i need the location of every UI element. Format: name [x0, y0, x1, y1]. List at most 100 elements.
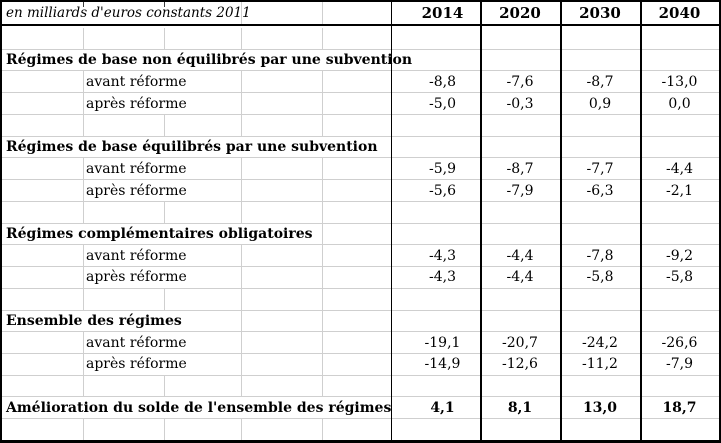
row-label-cell: après réforme: [2, 267, 391, 288]
value-cell: -11,2: [582, 356, 618, 373]
value-cell: -8,7: [506, 160, 534, 177]
column-header-2040: 2040: [658, 4, 701, 22]
unit-label: en milliards d'euros constants 2011: [6, 5, 251, 21]
value-cell: -4,4: [506, 269, 534, 286]
value-cell: [640, 224, 719, 245]
table-row: [2, 287, 719, 310]
gridline-stub: [322, 375, 323, 397]
value-cell: [480, 115, 560, 136]
gridline-stub: [83, 375, 84, 397]
value-cell: -5,8: [586, 269, 614, 286]
value-cell: -20,7: [502, 334, 538, 351]
gridline-stub: [322, 158, 323, 180]
value-cell: [480, 50, 560, 71]
row-label-cell: avant réforme: [2, 71, 391, 93]
row-label: après réforme: [86, 356, 187, 373]
table-row: [2, 374, 719, 397]
table-row: après réforme -14,9 -12,6 -11,2 -7,9: [2, 353, 719, 375]
value-cell: [640, 202, 719, 223]
gridline-stub: [83, 288, 84, 310]
value-cell: 13,0: [582, 399, 618, 416]
gridline-stub: [164, 2, 165, 7]
gridline-stub: [241, 114, 242, 136]
value-cell: -24,2: [582, 334, 618, 351]
gridline-stub: [241, 310, 242, 332]
table-row: avant réforme -8,8 -7,6 -8,7 -13,0: [2, 70, 719, 93]
value-cell: [640, 137, 719, 158]
value-cell: -26,6: [661, 334, 698, 351]
value-cell: -7,7: [586, 160, 614, 177]
value-cell: 8,1: [507, 399, 533, 416]
row-label-cell: [2, 201, 391, 223]
gridline-stub: [241, 28, 242, 49]
value-cell: [391, 311, 480, 332]
gridline-stub: [241, 288, 242, 310]
gridline-stub: [322, 223, 323, 245]
value-cell: [640, 376, 719, 397]
table-row: [2, 418, 719, 440]
value-cell: -9,2: [666, 247, 693, 264]
value-cell: [560, 137, 640, 158]
table-row: Régimes complémentaires obligatoires: [2, 222, 719, 245]
gridline-stub: [83, 245, 84, 267]
gridline-stub: [322, 28, 323, 49]
value-cell: [560, 50, 640, 71]
value-cell: -4,4: [666, 160, 693, 177]
gridline-stub: [322, 93, 323, 114]
row-label-cell: [2, 375, 391, 397]
gridline-stub: [83, 267, 84, 288]
row-label-cell: avant réforme: [2, 158, 391, 180]
gridline-stub: [322, 245, 323, 267]
gridline-stub: [241, 332, 242, 354]
table-row: après réforme -4,3 -4,4 -5,8 -5,8: [2, 266, 719, 288]
value-cell: -5,9: [429, 160, 456, 177]
gridline-stub: [322, 2, 323, 24]
row-label-cell: [2, 288, 391, 310]
gridline-stub: [322, 201, 323, 223]
value-cell: -6,3: [586, 182, 614, 199]
row-label-cell: [2, 419, 391, 440]
value-cell: [640, 28, 719, 49]
row-label-cell: avant réforme: [2, 245, 391, 267]
value-cell: [391, 28, 480, 49]
value-cell: [480, 419, 560, 440]
gridline-stub: [241, 180, 242, 201]
gridline-stub: [164, 114, 165, 136]
value-cell: [480, 202, 560, 223]
value-cell: [640, 311, 719, 332]
section-title: Régimes de base équilibrés par une subve…: [6, 139, 378, 156]
gridline-stub: [83, 419, 84, 440]
value-cell: -4,4: [506, 247, 534, 264]
value-cell: [560, 115, 640, 136]
section-title: Régimes complémentaires obligatoires: [6, 225, 313, 242]
row-label: avant réforme: [86, 247, 187, 264]
gridline-stub: [241, 375, 242, 397]
row-label-cell: après réforme: [2, 180, 391, 201]
gridline-stub: [241, 71, 242, 93]
value-cell: [560, 376, 640, 397]
value-cell: -14,9: [424, 356, 461, 373]
table-row: Amélioration du solde de l'ensemble des …: [2, 396, 719, 418]
gridline-stub: [241, 245, 242, 267]
gridline-stub: [164, 28, 165, 49]
gridline-stub: [83, 93, 84, 114]
value-cell: 4,1: [430, 399, 455, 416]
value-cell: -0,3: [506, 95, 534, 112]
table-row: [2, 200, 719, 223]
gridline-stub: [241, 158, 242, 180]
row-label-cell: Régimes complémentaires obligatoires: [2, 223, 391, 245]
row-label: avant réforme: [86, 334, 187, 351]
gridline-stub: [241, 201, 242, 223]
gridline-stub: [322, 114, 323, 136]
value-cell: -7,9: [506, 182, 534, 199]
value-cell: -19,1: [424, 334, 461, 351]
value-cell: [391, 376, 480, 397]
table-row: Régimes de base équilibrés par une subve…: [2, 135, 719, 158]
table-header-label-cell: en milliards d'euros constants 2011: [2, 2, 391, 24]
gridline-stub: [83, 158, 84, 180]
column-header-2020: 2020: [499, 4, 541, 22]
row-label-cell: [2, 114, 391, 136]
value-cell: [480, 289, 560, 310]
value-cell: -7,6: [506, 73, 534, 90]
column-header-2030: 2030: [579, 4, 621, 22]
